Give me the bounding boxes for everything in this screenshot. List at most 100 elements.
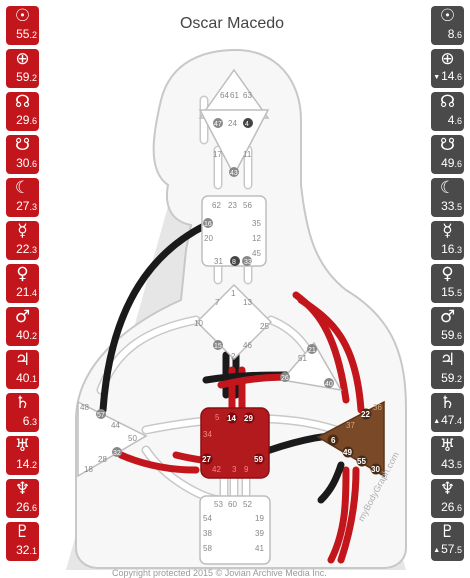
- gate-label: 17: [213, 150, 222, 159]
- activation-saturn[interactable]: ♄ 6.3: [6, 393, 39, 432]
- line-number: .6: [454, 159, 462, 169]
- activation-pluto[interactable]: ♇ 32.1: [6, 522, 39, 561]
- line-number: .6: [29, 159, 37, 169]
- gate-number: 55: [16, 27, 30, 41]
- gate-label: 13: [243, 298, 252, 307]
- line-number: .4: [454, 416, 462, 426]
- activation-south-node[interactable]: ☋ 49.6: [431, 135, 464, 174]
- line-number: .2: [29, 73, 37, 83]
- line-number: .6: [29, 116, 37, 126]
- activation-mercury[interactable]: ☿ 16.3: [431, 221, 464, 260]
- channel-16-48: [99, 221, 210, 414]
- gate-label: 22: [361, 410, 370, 419]
- line-number: .5: [454, 288, 462, 298]
- gate-label: 43: [230, 170, 238, 177]
- gate-line: 32.1: [16, 543, 37, 558]
- gate-label: 48: [80, 403, 89, 412]
- gate-number: 33: [441, 199, 455, 213]
- activation-neptune[interactable]: ♆ 26.6: [431, 479, 464, 518]
- line-number: .3: [29, 245, 37, 255]
- activation-saturn[interactable]: ♄ ▲47.4: [431, 393, 464, 432]
- gate-label: 37: [346, 421, 355, 430]
- gate-label: 30: [371, 465, 380, 474]
- gate-label: 2: [231, 352, 236, 361]
- gate-label: 47: [214, 121, 222, 128]
- line-number: .5: [454, 460, 462, 470]
- gate-label: 36: [373, 403, 382, 412]
- activation-venus[interactable]: ♀ 15.5: [431, 264, 464, 303]
- line-number: .6: [454, 331, 462, 341]
- activation-mars[interactable]: ♂ 40.2: [6, 307, 39, 346]
- activation-earth[interactable]: ⊕ ▼14.6: [431, 49, 464, 88]
- line-number: .3: [29, 202, 37, 212]
- gate-label: 23: [228, 201, 237, 210]
- activation-moon[interactable]: ☾ 33.5: [431, 178, 464, 217]
- gate-label: 55: [357, 457, 366, 466]
- gate-label: 49: [343, 448, 352, 457]
- activation-sun[interactable]: ☉ 55.2: [6, 6, 39, 45]
- gate-label: 11: [243, 150, 252, 159]
- gate-line: 49.6: [441, 156, 462, 171]
- activation-neptune[interactable]: ♆ 26.6: [6, 479, 39, 518]
- spleen-center: 48 57 44 50 32 28 18: [77, 400, 148, 478]
- neptune-icon: ♆: [14, 479, 31, 499]
- gate-label: 8: [232, 259, 236, 266]
- activation-north-node[interactable]: ☊ 4.6: [431, 92, 464, 131]
- activation-jupiter[interactable]: ♃ 59.2: [431, 350, 464, 389]
- gate-line: 4.6: [448, 113, 462, 128]
- gate-label: 12: [252, 234, 261, 243]
- gate-label: 62: [212, 201, 221, 210]
- activation-earth[interactable]: ⊕ 59.2: [6, 49, 39, 88]
- gate-label: 24: [228, 119, 237, 128]
- activation-north-node[interactable]: ☊ 29.6: [6, 92, 39, 131]
- gate-number: 59: [441, 371, 455, 385]
- gate-line: 8.6: [448, 27, 462, 42]
- activation-sun[interactable]: ☉ 8.6: [431, 6, 464, 45]
- gate-label: 21: [308, 347, 316, 354]
- gate-line: 43.5: [441, 457, 462, 472]
- gate-line: 33.5: [441, 199, 462, 214]
- jupiter-icon: ♃: [14, 350, 31, 370]
- gate-number: 59: [441, 328, 455, 342]
- gate-label: 57: [97, 412, 105, 419]
- gate-number: 21: [16, 285, 30, 299]
- gate-label: 6: [331, 436, 336, 445]
- south-node-icon: ☋: [14, 135, 31, 155]
- uranus-icon: ♅: [439, 436, 456, 456]
- gate-label: 60: [228, 500, 237, 509]
- activation-mars[interactable]: ♂ 59.6: [431, 307, 464, 346]
- activation-moon[interactable]: ☾ 27.3: [6, 178, 39, 217]
- gate-label: 15: [214, 343, 222, 350]
- activation-uranus[interactable]: ♅ 43.5: [431, 436, 464, 475]
- saturn-icon: ♄: [14, 393, 31, 413]
- line-number: .6: [454, 30, 462, 40]
- jupiter-icon: ♃: [439, 350, 456, 370]
- activation-pluto[interactable]: ♇ ▲57.5: [431, 522, 464, 561]
- line-number: .6: [29, 503, 37, 513]
- gate-label: 27: [202, 455, 211, 464]
- gate-number: 4: [447, 113, 455, 127]
- gate-label: 18: [84, 465, 93, 474]
- gate-label: 54: [203, 514, 212, 523]
- gate-line: 40.1: [16, 371, 37, 386]
- gate-number: 26: [441, 500, 455, 514]
- gate-line: 21.4: [16, 285, 37, 300]
- gate-label: 53: [214, 500, 223, 509]
- gate-number: 27: [16, 199, 30, 213]
- gate-label: 26: [281, 375, 289, 382]
- mars-icon: ♂: [439, 307, 456, 327]
- gate-label: 64: [220, 91, 229, 100]
- activation-mercury[interactable]: ☿ 22.3: [6, 221, 39, 260]
- line-number: .5: [454, 545, 462, 555]
- line-number: .2: [29, 30, 37, 40]
- activation-south-node[interactable]: ☋ 30.6: [6, 135, 39, 174]
- gate-line: 14.2: [16, 457, 37, 472]
- activation-uranus[interactable]: ♅ 14.2: [6, 436, 39, 475]
- gate-number: 15: [441, 285, 455, 299]
- activation-jupiter[interactable]: ♃ 40.1: [6, 350, 39, 389]
- activation-venus[interactable]: ♀ 21.4: [6, 264, 39, 303]
- line-number: .3: [29, 417, 37, 427]
- gate-label: 51: [298, 354, 307, 363]
- gate-number: 29: [16, 113, 30, 127]
- gate-label: 19: [255, 514, 264, 523]
